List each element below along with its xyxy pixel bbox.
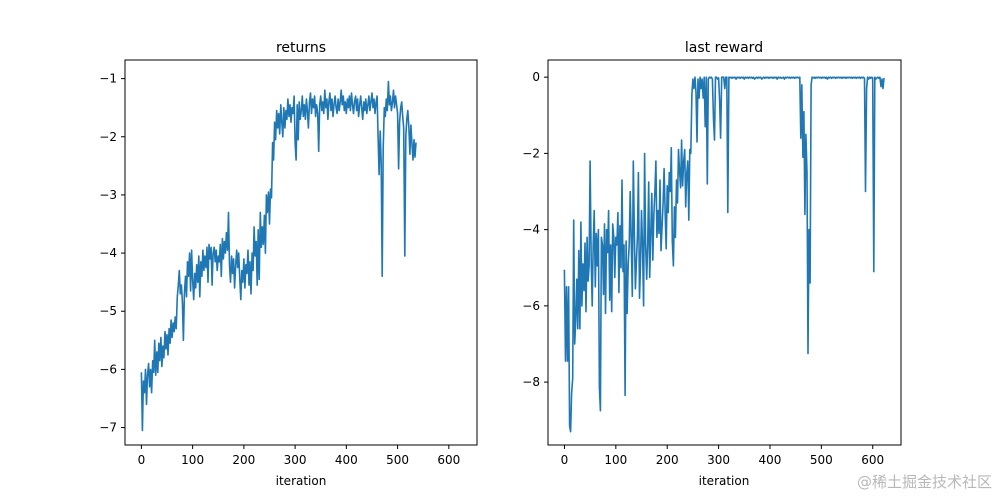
returns-x-label: iteration (276, 474, 327, 488)
y-tick-label: −5 (99, 304, 117, 318)
y-tick-label: −8 (522, 375, 540, 389)
x-tick-label: 400 (759, 453, 782, 467)
returns-x-ticks: 0 100 200 300 400 500 600 (138, 445, 460, 467)
last-reward-axes-frame (547, 59, 902, 446)
x-tick-label: 500 (810, 453, 833, 467)
returns-subplot: returns 0 100 200 300 400 500 600 −1 −2 −3 −4 −5 −6… (99, 40, 478, 488)
x-tick-label: 300 (284, 453, 307, 467)
last-reward-x-ticks: 0 100 200 300 400 500 600 (561, 445, 884, 467)
y-tick-label: −1 (99, 72, 117, 86)
x-tick-label: 300 (707, 453, 730, 467)
last-reward-x-label: iteration (699, 474, 750, 488)
y-tick-label: −6 (99, 362, 117, 376)
last-reward-subplot: last reward 0 100 200 300 400 500 600 0 −2 −4 −6 −… (522, 40, 902, 488)
returns-axes-frame (124, 59, 478, 446)
x-tick-label: 500 (386, 453, 409, 467)
returns-y-ticks: −1 −2 −3 −4 −5 −6 −7 (99, 72, 125, 435)
x-tick-label: 400 (335, 453, 358, 467)
x-tick-label: 200 (656, 453, 679, 467)
last-reward-y-ticks: 0 −2 −4 −6 −8 (522, 70, 548, 389)
returns-title: returns (276, 40, 326, 56)
x-tick-label: 100 (181, 453, 204, 467)
x-tick-label: 0 (138, 453, 146, 467)
y-tick-label: −3 (99, 188, 117, 202)
x-tick-label: 100 (604, 453, 627, 467)
y-tick-label: 0 (532, 70, 540, 84)
y-tick-label: −2 (99, 130, 117, 144)
x-tick-label: 200 (232, 453, 255, 467)
x-tick-label: 600 (437, 453, 460, 467)
watermark: @稀土掘金技术社区 (856, 473, 992, 491)
y-tick-label: −7 (99, 421, 117, 435)
y-tick-label: −6 (522, 299, 540, 313)
last-reward-title: last reward (685, 40, 763, 56)
x-tick-label: 0 (561, 453, 569, 467)
y-tick-label: −4 (522, 223, 540, 237)
last-reward-line (563, 76, 885, 433)
x-tick-label: 600 (861, 453, 884, 467)
returns-line (140, 80, 417, 432)
y-tick-label: −2 (522, 146, 540, 160)
y-tick-label: −4 (99, 246, 117, 260)
